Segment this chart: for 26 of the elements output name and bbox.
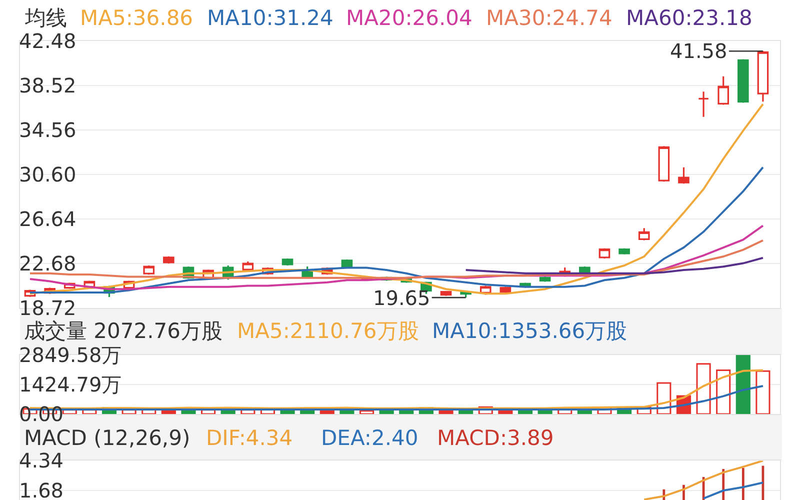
chart-title: 均线 (24, 6, 67, 30)
y-tick-label: 38.52 (19, 74, 76, 98)
text: MA10:31.24 (207, 6, 334, 30)
y-tick-label: 1424.79万 (19, 372, 122, 396)
y-tick-label: 42.48 (19, 29, 76, 53)
text: MA60:23.18 (626, 6, 752, 30)
y-tick-label: 34.56 (19, 118, 76, 142)
y-tick-label: 4.34 (19, 448, 64, 473)
text: MA5:36.86 (80, 6, 194, 30)
y-tick-label: 26.64 (19, 207, 76, 231)
y-tick-label: 2849.58万 (19, 343, 122, 367)
y-tick-label: 22.68 (19, 252, 76, 276)
text: DEA:2.40 (321, 426, 418, 450)
text: MA5:2110.76万股 (237, 319, 419, 343)
y-tick-label: 18.72 (19, 296, 76, 320)
chart-title: MACD (12,26,9) (24, 426, 190, 450)
text: DIF:4.34 (206, 426, 293, 450)
text: MA30:24.74 (486, 6, 612, 30)
annotation: 41.58 (670, 39, 728, 63)
text: MACD:3.89 (437, 426, 554, 450)
y-tick-label: 1.68 (19, 478, 64, 500)
chart-title: 成交量 2072.76万股 (24, 319, 223, 343)
annotation: 19.65 (373, 286, 430, 310)
y-tick-label: 30.60 (19, 162, 76, 186)
text: MA20:26.04 (346, 6, 472, 30)
text: MA10:1353.66万股 (432, 319, 628, 343)
